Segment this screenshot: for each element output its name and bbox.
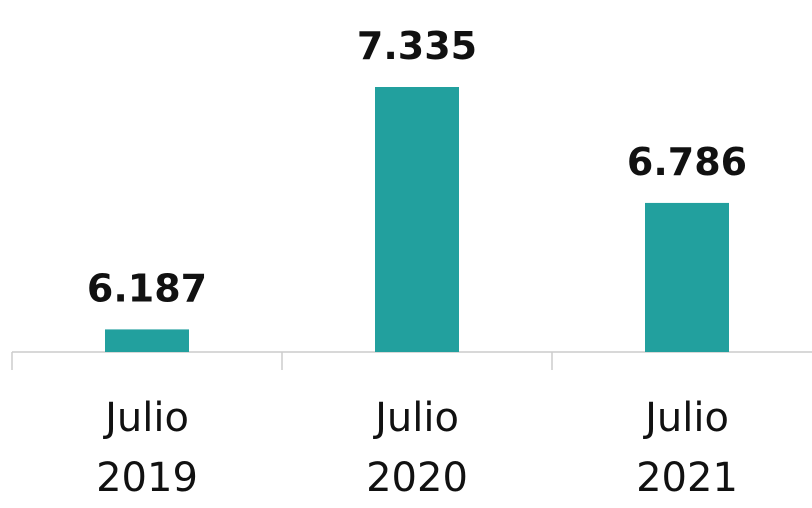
chart: 6.187 7.335 6.786 Julio 2019 Julio 2020 Juli… (11, 24, 812, 501)
x-tick-label: Julio 2020 (366, 395, 468, 501)
x-tick-label: Julio 2019 (96, 395, 198, 501)
value-label: 7.335 (357, 24, 477, 68)
value-label: 6.187 (87, 266, 207, 310)
bar (375, 87, 459, 352)
bar (645, 202, 729, 352)
bar (105, 329, 189, 352)
x-tick-label: Julio 2021 (636, 395, 738, 501)
plot: 6.187 7.335 6.786 (11, 24, 812, 370)
value-label: 6.786 (627, 140, 747, 184)
